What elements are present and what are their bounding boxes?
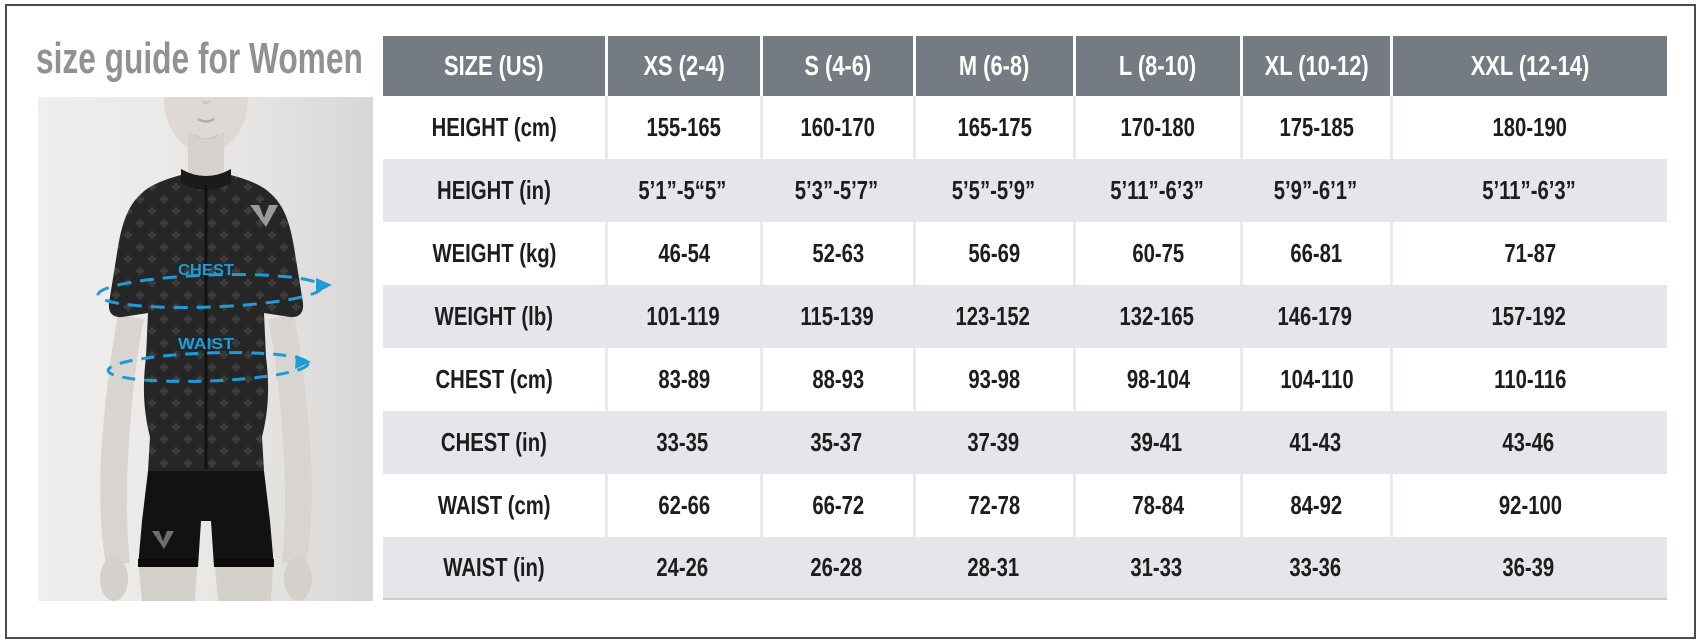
column-header-l: L (8-10) [1073, 36, 1240, 96]
page-title: size guide for Women [36, 34, 490, 84]
jersey-collar [181, 169, 231, 190]
model-legs [139, 567, 273, 601]
model-head [164, 97, 248, 177]
size-cell: 66-81 [1240, 222, 1390, 285]
table-row-weight-lb: WEIGHT (lb) 101-119 115-139 123-152 132-… [383, 285, 1667, 348]
fit-model-photo: CHEST WAIST [38, 97, 373, 601]
column-header-xs: XS (2-4) [605, 36, 760, 96]
size-cell: 26-28 [810, 552, 863, 582]
waist-annotation-label: WAIST [178, 336, 234, 353]
size-cell: 66-72 [760, 474, 913, 537]
size-cell: 43-46 [1502, 427, 1555, 457]
size-cell: 60-75 [1073, 222, 1240, 285]
size-cell: 5’9”-6’1” [1273, 175, 1357, 205]
row-label: WEIGHT (lb) [434, 301, 554, 331]
size-cell: 33-36 [1289, 552, 1341, 582]
size-cell: 72-78 [913, 474, 1073, 537]
size-cell: 88-93 [760, 348, 913, 411]
size-cell: 175-185 [1240, 96, 1390, 159]
column-header-xxl: XXL (12-14) [1390, 36, 1667, 96]
size-cell: 93-98 [913, 348, 1073, 411]
size-cell: 165-175 [913, 96, 1073, 159]
row-label: CHEST (cm) [435, 364, 553, 394]
size-cell: 31-33 [1130, 552, 1183, 582]
waist-annotation: WAIST [106, 336, 311, 383]
table-row-height-in: HEIGHT (in) 5’1”-5“5” 5’3”-5’7” 5’5”-5’9… [383, 159, 1667, 222]
column-header-xl: XL (10-12) [1240, 36, 1390, 96]
waist-measurement-ellipse [106, 351, 310, 383]
table-row-waist-in: WAIST (in) 24-26 26-28 28-31 31-33 33-36… [383, 537, 1667, 600]
table-row-height-cm: HEIGHT (cm) 155-165 160-170 165-175 170-… [383, 96, 1667, 159]
size-cell: 5’11”-6’3” [1109, 175, 1204, 205]
size-cell: 46-54 [605, 222, 760, 285]
table-row-chest-cm: CHEST (cm) 83-89 88-93 93-98 98-104 104-… [383, 348, 1667, 411]
size-cell: 84-92 [1240, 474, 1390, 537]
size-cell: 132-165 [1119, 301, 1194, 331]
size-cell: 37-39 [967, 427, 1019, 457]
size-cell: 71-87 [1390, 222, 1667, 285]
size-cell: 146-179 [1277, 301, 1353, 331]
size-cell: 24-26 [656, 552, 709, 582]
row-label: WEIGHT (kg) [432, 238, 556, 268]
size-cell: 5’1”-5“5” [638, 175, 727, 205]
size-cell: 52-63 [760, 222, 913, 285]
column-header-m: M (6-8) [913, 36, 1073, 96]
table-row-waist-cm: WAIST (cm) 62-66 66-72 72-78 78-84 84-92… [383, 474, 1667, 537]
size-cell: 5’3”-5’7” [794, 175, 879, 205]
cycling-jersey [108, 169, 304, 471]
size-cell: 36-39 [1502, 552, 1555, 582]
row-label: CHEST (in) [441, 427, 547, 457]
table-row-chest-in: CHEST (in) 33-35 35-37 37-39 39-41 41-43… [383, 411, 1667, 474]
row-label: HEIGHT (cm) [431, 112, 557, 142]
size-cell: 5’5”-5’9” [951, 175, 1035, 205]
shorts-logo-icon [152, 531, 174, 549]
size-cell: 123-152 [955, 301, 1031, 331]
column-header-s: S (4-6) [760, 36, 913, 96]
waist-arrow-icon [295, 355, 311, 369]
size-cell: 78-84 [1073, 474, 1240, 537]
row-label: HEIGHT (in) [437, 175, 551, 205]
size-cell: 39-41 [1130, 427, 1183, 457]
size-cell: 160-170 [760, 96, 913, 159]
size-cell: 92-100 [1390, 474, 1667, 537]
size-cell: 101-119 [645, 301, 720, 331]
size-cell: 115-139 [799, 301, 874, 331]
size-cell: 62-66 [605, 474, 760, 537]
size-cell: 157-192 [1491, 301, 1566, 331]
size-cell: 155-165 [605, 96, 760, 159]
size-cell: 110-116 [1390, 348, 1667, 411]
size-guide-table: SIZE (US) XS (2-4) S (4-6) M (6-8) L (8-… [383, 36, 1667, 600]
size-cell: 28-31 [967, 552, 1019, 582]
size-cell: 33-35 [656, 427, 709, 457]
row-label: WAIST (in) [443, 552, 545, 582]
column-header-size: SIZE (US) [444, 50, 544, 81]
table-header-row: SIZE (US) XS (2-4) S (4-6) M (6-8) L (8-… [383, 36, 1667, 96]
size-cell: 41-43 [1289, 427, 1341, 457]
model-arms [100, 315, 312, 601]
row-label: WAIST (cm) [437, 490, 551, 520]
size-cell: 83-89 [605, 348, 760, 411]
size-cell: 35-37 [810, 427, 863, 457]
size-cell: 180-190 [1390, 96, 1667, 159]
size-cell: 98-104 [1073, 348, 1240, 411]
chest-annotation: CHEST [96, 262, 332, 309]
cycling-shorts [138, 471, 274, 567]
size-cell: 104-110 [1240, 348, 1390, 411]
size-cell: 56-69 [913, 222, 1073, 285]
chest-arrow-icon [316, 278, 332, 293]
jersey-logo-icon [250, 205, 278, 227]
size-cell: 170-180 [1073, 96, 1240, 159]
table-row-weight-kg: WEIGHT (kg) 46-54 52-63 56-69 60-75 66-8… [383, 222, 1667, 285]
size-cell: 5’11”-6’3” [1481, 175, 1576, 205]
page-title-text: size guide for Women [36, 34, 363, 83]
